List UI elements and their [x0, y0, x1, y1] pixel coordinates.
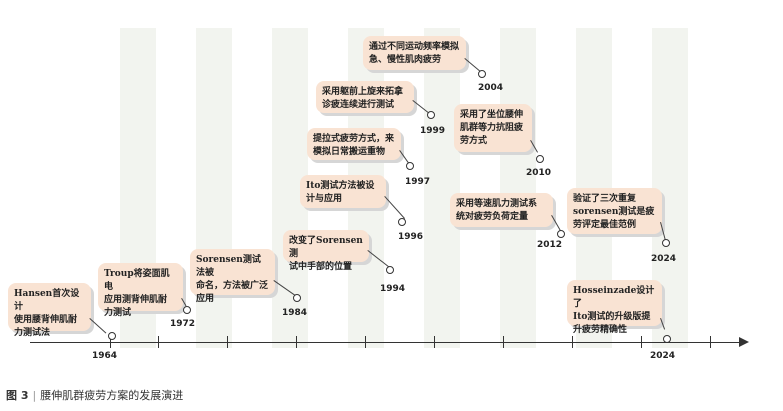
event-node: [662, 239, 670, 247]
figure-label: 图 3: [6, 389, 29, 402]
event-year: 1996: [398, 232, 424, 242]
axis-tick: [434, 336, 435, 348]
event-year: 2010: [526, 168, 552, 178]
event-year: 1997: [405, 177, 431, 187]
event-year: 2004: [478, 83, 504, 93]
event-node: [183, 306, 191, 314]
axis-end-year: 2024: [650, 351, 676, 361]
event-box: Hosseinzade设计了 Ito测试的升级版提 升疲劳精确性: [567, 280, 662, 335]
background-stripe: [424, 28, 460, 348]
event-box: 提拉式疲劳方式，来 模拟日常搬运重物: [307, 128, 401, 160]
event-box: Sorensen测试法被 命名，方法被广泛 应用: [190, 249, 275, 304]
event-node: [536, 155, 544, 163]
event-node: [293, 294, 301, 302]
event-node: [108, 332, 116, 340]
event-connector: [89, 318, 107, 334]
event-connector: [384, 196, 406, 219]
event-box: Hansen首次设计 使用腰背伸肌耐 力测试法: [8, 283, 91, 338]
timeline-axis: [30, 342, 742, 343]
axis-tick: [641, 336, 642, 348]
event-box: Ito测试方法被设 计与应用: [300, 175, 386, 208]
event-node: [557, 230, 565, 238]
event-box: 改变了Sorensen测 试中手部的位置: [283, 230, 369, 272]
caption-separator: |: [32, 389, 37, 402]
event-year: 2024: [651, 254, 677, 264]
axis-arrow-icon: [739, 337, 749, 347]
axis-tick: [158, 336, 159, 348]
event-year: 2012: [537, 240, 563, 250]
event-year: 1972: [170, 319, 196, 329]
axis-tick: [710, 336, 711, 348]
event-node: [386, 266, 394, 274]
axis-tick: [572, 336, 573, 348]
axis-tick: [110, 336, 111, 348]
event-box: 采用了坐位腰伸 肌群等力抗阻疲 劳方式: [454, 104, 532, 152]
axis-start-year: 1964: [92, 351, 118, 361]
event-year: 1999: [420, 126, 446, 136]
event-box: 采用等速肌力测试系 统对疲劳负荷定量: [450, 193, 553, 227]
event-year: 1994: [380, 284, 406, 294]
event-box: 验证了三次重复 sorensen测试是疲 劳评定最佳范例: [567, 188, 662, 234]
event-node: [427, 111, 435, 119]
event-year: 1984: [282, 308, 308, 318]
axis-tick: [503, 336, 504, 348]
event-node: [398, 218, 406, 226]
figure-title: 腰伸肌群疲劳方案的发展演进: [40, 389, 184, 402]
axis-tick: [296, 336, 297, 348]
event-connector: [551, 215, 561, 232]
event-box: 采用躯前上旋来拓拿 诊疲连续进行测试: [316, 81, 414, 113]
event-node: [663, 335, 671, 343]
figure-caption: 图 3 | 腰伸肌群疲劳方案的发展演进: [6, 387, 183, 403]
axis-tick: [227, 336, 228, 348]
event-box: Troup将姿面肌电 应用测背伸肌耐 力测试: [98, 263, 183, 318]
event-node: [406, 162, 414, 170]
event-box: 通过不同运动频率模拟 急、慢性肌肉疲劳: [363, 36, 466, 70]
event-node: [478, 70, 486, 78]
background-stripe: [500, 28, 536, 348]
axis-tick: [365, 336, 366, 348]
